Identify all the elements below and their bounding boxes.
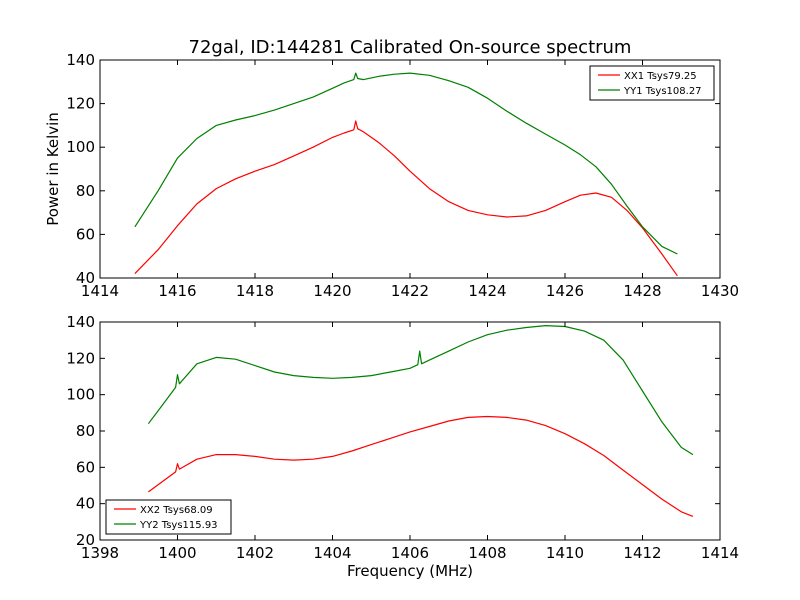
top-axis-ticks: 1414 1416 1418 1420 1422 1424 1426 1428 1430 40 60…: [66, 51, 739, 300]
top-x-tick-label: 1420: [313, 282, 351, 300]
bottom-y-tick-label: 80: [76, 422, 95, 440]
top-legend-label-1: XX1 Tsys79.25: [624, 71, 697, 82]
bottom-y-tick-label: 120: [66, 349, 95, 367]
bottom-series-line-2: [147, 325, 694, 456]
top-series-line-2: [134, 72, 678, 255]
bottom-x-tick-label: 1400: [158, 544, 196, 562]
top-x-tick-label: 1426: [546, 282, 584, 300]
bottom-plot-lines: [147, 325, 694, 517]
top-x-tick-label: 1414: [81, 282, 119, 300]
bottom-x-tick-label: 1412: [623, 544, 661, 562]
top-legend-label-2: YY1 Tsys108.27: [623, 86, 702, 97]
bottom-axis-ticks: 1398 1400 1402 1404 1406 1408 1410 1412 1414 20 40…: [66, 313, 739, 562]
top-axes-frame: [99, 59, 721, 279]
bottom-y-tick-label: 40: [76, 495, 95, 513]
top-plot-lines: [134, 72, 678, 277]
top-x-tick-label: 1430: [701, 282, 739, 300]
top-x-tick-label: 1416: [158, 282, 196, 300]
bottom-axes-frame: [99, 321, 721, 541]
bottom-y-tick-label: 60: [76, 458, 95, 476]
top-y-axis-label: Power in Kelvin: [44, 112, 62, 226]
bottom-x-tick-label: 1404: [313, 544, 351, 562]
bottom-legend-label-1: XX2 Tsys68.09: [140, 505, 213, 516]
bottom-legend: XX2 Tsys68.09 YY2 Tsys115.93: [105, 499, 232, 535]
bottom-x-tick-label: 1406: [391, 544, 429, 562]
top-y-tick-label: 140: [66, 51, 95, 69]
top-series-line-1: [134, 120, 678, 277]
bottom-y-tick-label: 20: [76, 531, 95, 549]
bottom-y-tick-label: 100: [66, 386, 95, 404]
bottom-series-line-1: [148, 415, 694, 517]
top-x-tick-label: 1428: [623, 282, 661, 300]
top-y-tick-label: 120: [66, 95, 95, 113]
bottom-x-tick-label: 1410: [546, 544, 584, 562]
top-x-tick-label: 1418: [236, 282, 274, 300]
bottom-legend-label-2: YY2 Tsys115.93: [139, 520, 218, 531]
bottom-x-tick-label: 1408: [468, 544, 506, 562]
bottom-axes: 1398 1400 1402 1404 1406 1408 1410 1412 1414 20 40…: [66, 313, 739, 580]
bottom-legend-box: [105, 499, 232, 535]
top-y-tick-label: 80: [76, 182, 95, 200]
bottom-y-tick-label: 140: [66, 313, 95, 331]
top-y-tick-label: 60: [76, 225, 95, 243]
top-axes: 1414 1416 1418 1420 1422 1424 1426 1428 1430 40 60…: [44, 51, 739, 300]
top-y-tick-label: 40: [76, 269, 95, 287]
bottom-x-tick-label: 1398: [81, 544, 119, 562]
top-y-tick-label: 100: [66, 138, 95, 156]
figure-title: 72gal, ID:144281 Calibrated On-source sp…: [189, 37, 632, 58]
top-legend-box: [589, 65, 715, 101]
top-x-tick-label: 1422: [391, 282, 429, 300]
bottom-x-tick-label: 1402: [236, 544, 274, 562]
top-legend: XX1 Tsys79.25 YY1 Tsys108.27: [589, 65, 715, 101]
bottom-x-axis-label: Frequency (MHz): [347, 562, 473, 580]
bottom-x-tick-label: 1414: [701, 544, 739, 562]
top-x-tick-label: 1424: [468, 282, 506, 300]
